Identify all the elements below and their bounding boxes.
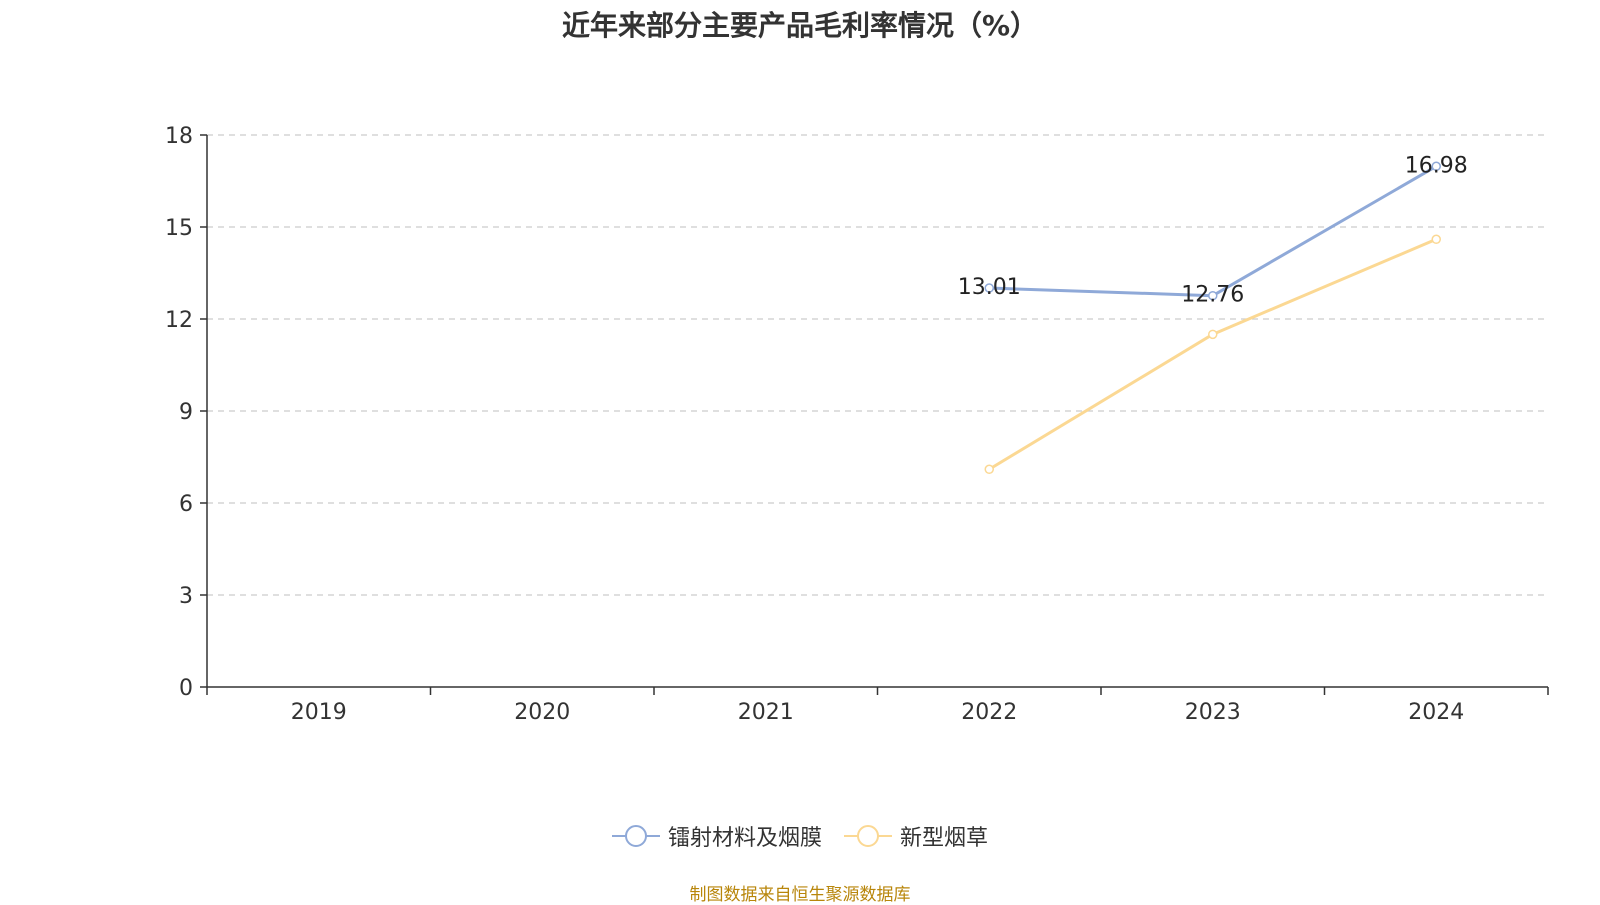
data-label: 16.98 bbox=[1405, 153, 1468, 178]
series-line-2 bbox=[988, 237, 1437, 471]
y-tick-label: 18 bbox=[165, 124, 193, 149]
y-tick-label: 6 bbox=[179, 492, 193, 517]
x-tick-label: 2022 bbox=[961, 700, 1017, 725]
x-tick-label: 2020 bbox=[514, 700, 570, 725]
legend-label: 新型烟草 bbox=[900, 826, 989, 851]
x-tick-label: 2021 bbox=[738, 700, 794, 725]
x-tick-label: 2019 bbox=[291, 700, 347, 725]
source-note: 制图数据来自恒生聚源数据库 bbox=[689, 885, 911, 905]
data-point bbox=[984, 283, 994, 293]
data-point bbox=[1208, 290, 1218, 301]
chart-title: 近年来部分主要产品毛利率情况（%） bbox=[561, 9, 1039, 42]
series-line-1 bbox=[989, 164, 1438, 298]
y-tick-label: 15 bbox=[165, 216, 193, 241]
legend-marker-icon bbox=[611, 824, 660, 848]
legend-label: 镭射材料及烟膜 bbox=[667, 826, 822, 851]
y-tick-label: 9 bbox=[179, 400, 193, 425]
legend-item-laser-film[interactable]: 镭射材料及烟膜 bbox=[611, 820, 822, 852]
data-point bbox=[1431, 234, 1441, 245]
y-tick-label: 12 bbox=[165, 308, 193, 333]
legend-item-new-tobacco[interactable]: 新型烟草 bbox=[844, 820, 988, 852]
data-point bbox=[1208, 329, 1218, 340]
x-tick-label: 2023 bbox=[1185, 700, 1241, 725]
data-point bbox=[984, 464, 994, 475]
legend: 镭射材料及烟膜 新型烟草 bbox=[0, 820, 1600, 852]
data-label: 12.76 bbox=[1181, 283, 1244, 308]
data-label: 13.01 bbox=[958, 275, 1021, 300]
data-point bbox=[1431, 161, 1441, 172]
y-tick-label: 3 bbox=[179, 584, 193, 609]
x-tick-label: 2024 bbox=[1408, 700, 1464, 725]
y-tick-label: 0 bbox=[179, 676, 193, 701]
legend-marker-icon bbox=[844, 824, 892, 848]
